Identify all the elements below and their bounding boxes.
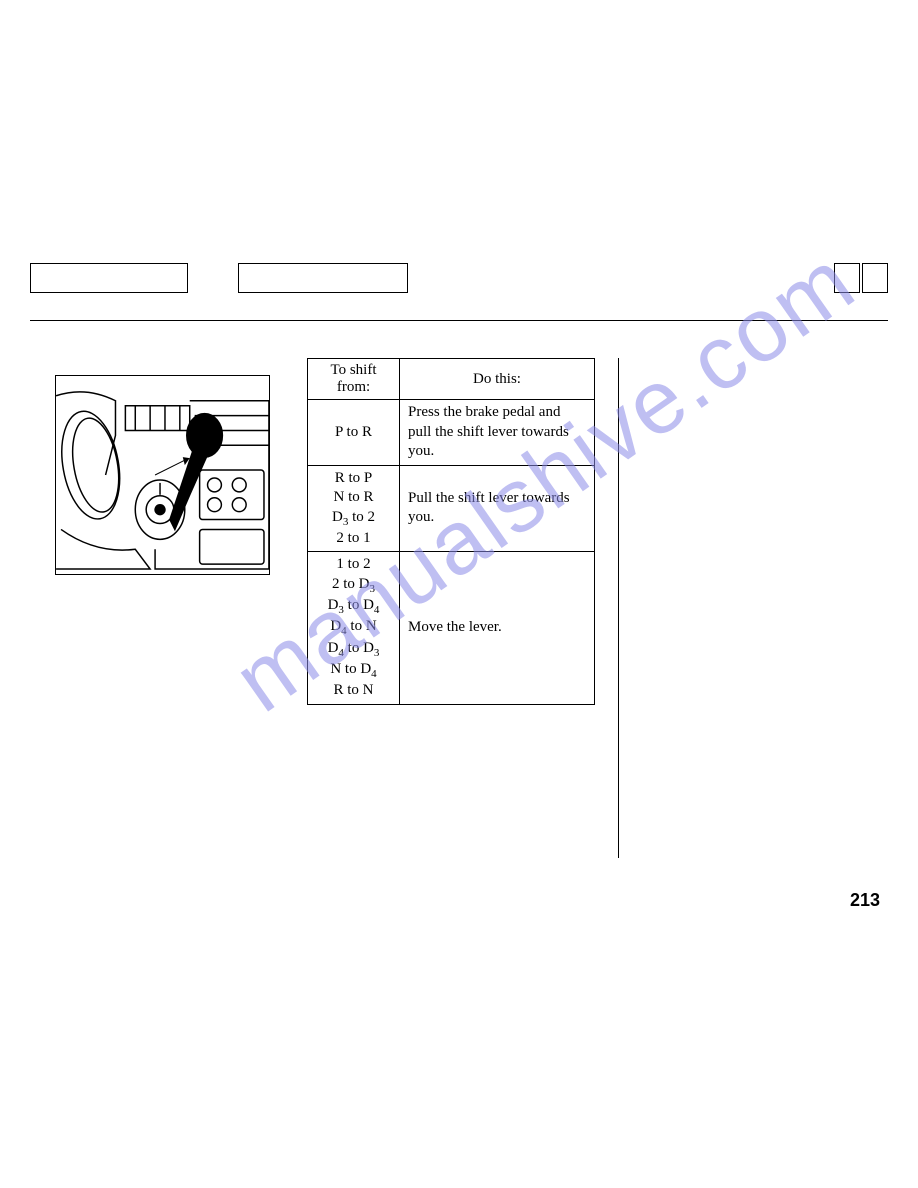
table-cell-from-1: P to R xyxy=(308,400,400,466)
table-cell-do-1: Press the brake pedal and pull the shift… xyxy=(400,400,595,466)
page-number: 213 xyxy=(850,890,880,911)
table-cell-do-2: Pull the shift lever towards you. xyxy=(400,465,595,552)
top-box-row xyxy=(30,263,888,293)
table-cell-from-3: 1 to 22 to D3D3 to D4D4 to ND4 to D3N to… xyxy=(308,552,400,704)
small-box-2 xyxy=(862,263,888,293)
header-box-1 xyxy=(30,263,188,293)
shift-lever-diagram xyxy=(55,375,270,575)
table-cell-do-3: Move the lever. xyxy=(400,552,595,704)
table-header-do: Do this: xyxy=(400,359,595,400)
header-box-2 xyxy=(238,263,408,293)
small-box-1 xyxy=(834,263,860,293)
small-box-group xyxy=(834,263,888,293)
table-header-from: To shift from: xyxy=(308,359,400,400)
vertical-divider xyxy=(618,358,619,858)
horizontal-rule xyxy=(30,320,888,321)
shift-instruction-table: To shift from: Do this: P to R Press the… xyxy=(307,358,595,705)
table-cell-from-2: R to PN to RD3 to 22 to 1 xyxy=(308,465,400,552)
